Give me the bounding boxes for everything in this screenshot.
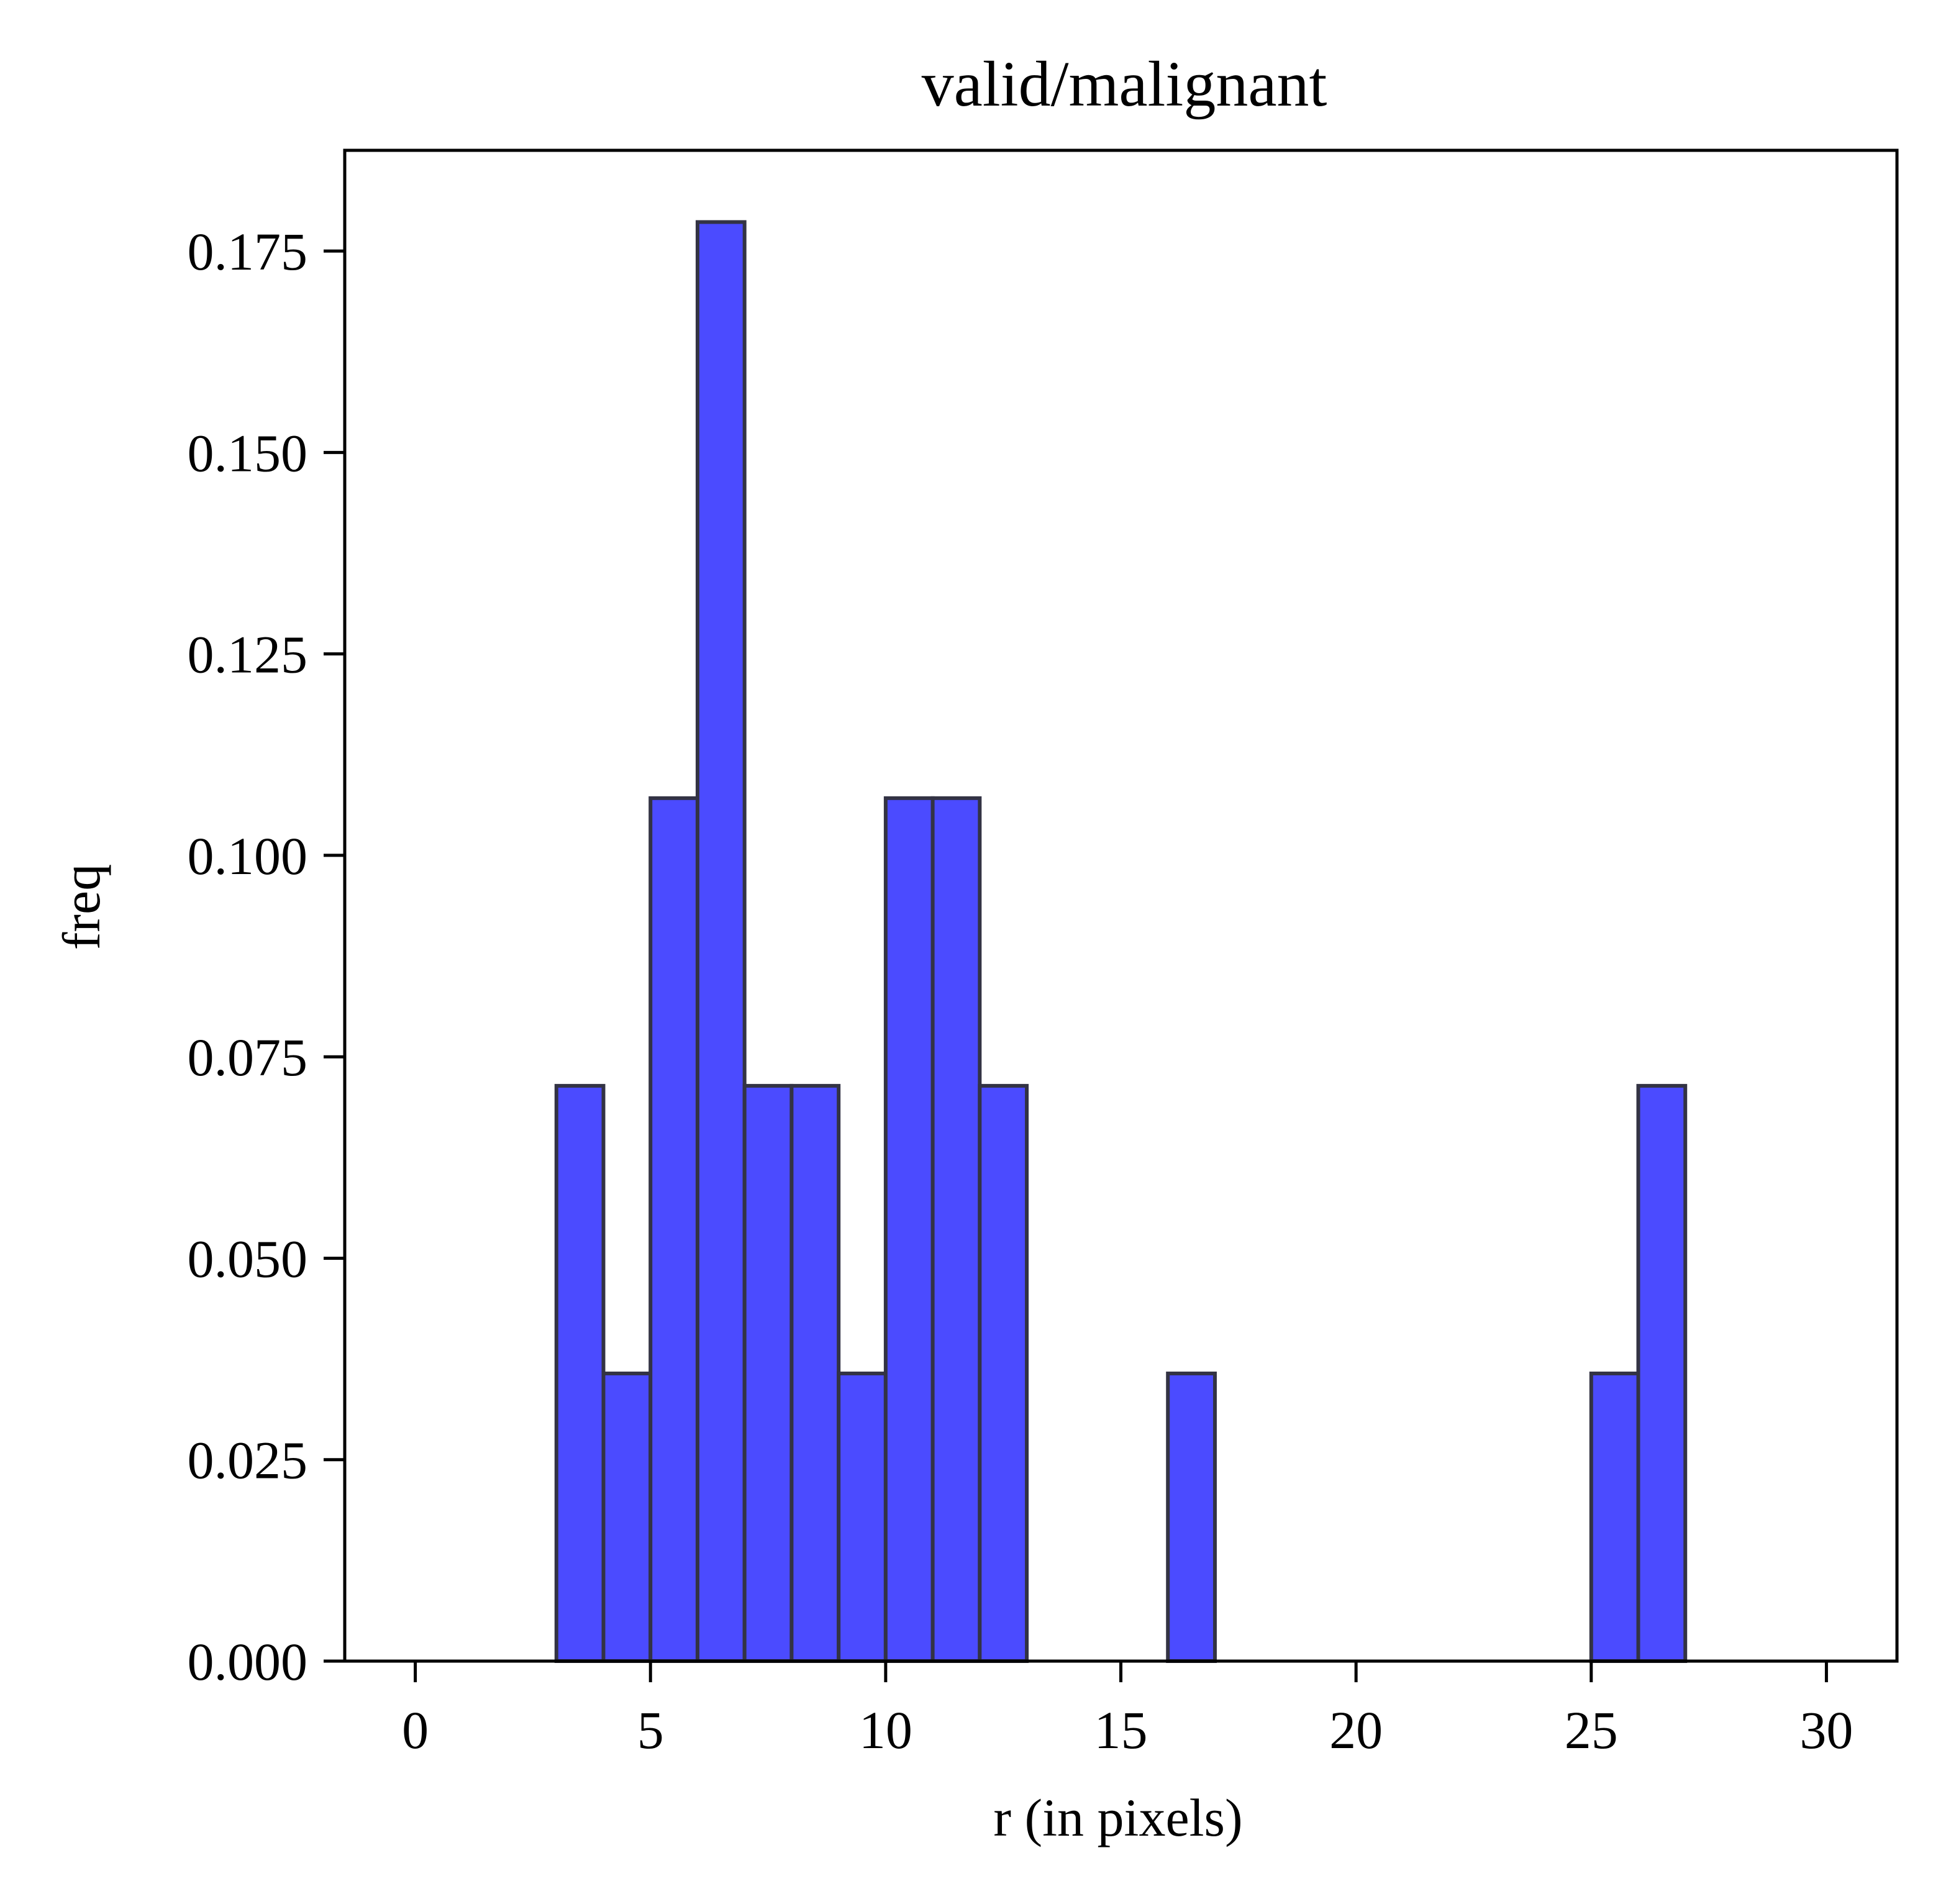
y-tick-label: 0.100 [188,826,308,886]
histogram-bar [1166,1371,1217,1664]
x-tick-label: 10 [859,1700,912,1760]
histogram-bar [695,220,747,1663]
histogram-bar [554,1083,606,1663]
y-tick-label: 0.075 [188,1027,308,1087]
axes-layer: 0 5 10 15 20 25 30 0.000 0.025 0.050 0.075 0.100 0.1… [188,148,1899,1760]
histogram-bar [742,1083,794,1663]
histogram-bar [648,796,699,1663]
x-axis-label: r (in pixels) [993,1788,1242,1847]
histogram-bar [930,796,982,1663]
y-axis-label: freq [52,864,111,950]
x-tick-label: 0 [402,1700,429,1760]
y-tick-label: 0.175 [188,222,308,281]
histogram-bar [1589,1371,1640,1664]
histogram-bar [883,796,935,1663]
y-tick-label: 0.150 [188,423,308,483]
histogram-bar [789,1083,841,1663]
x-tick-label: 30 [1799,1700,1853,1760]
y-tick-label: 0.125 [188,625,308,685]
histogram-bar [601,1371,653,1664]
histogram-bar [978,1083,1029,1663]
bars-layer [554,220,1688,1664]
x-tick-label: 15 [1094,1700,1148,1760]
chart-title: valid/malignant [922,48,1327,120]
x-tick-label: 5 [637,1700,664,1760]
histogram-bar [837,1371,888,1664]
y-tick-label: 0.050 [188,1229,308,1288]
x-tick-label: 20 [1329,1700,1383,1760]
y-tick-label: 0.025 [188,1431,308,1490]
x-tick-label: 25 [1565,1700,1618,1760]
y-tick-label: 0.000 [188,1632,308,1692]
histogram-bar [1636,1083,1688,1663]
